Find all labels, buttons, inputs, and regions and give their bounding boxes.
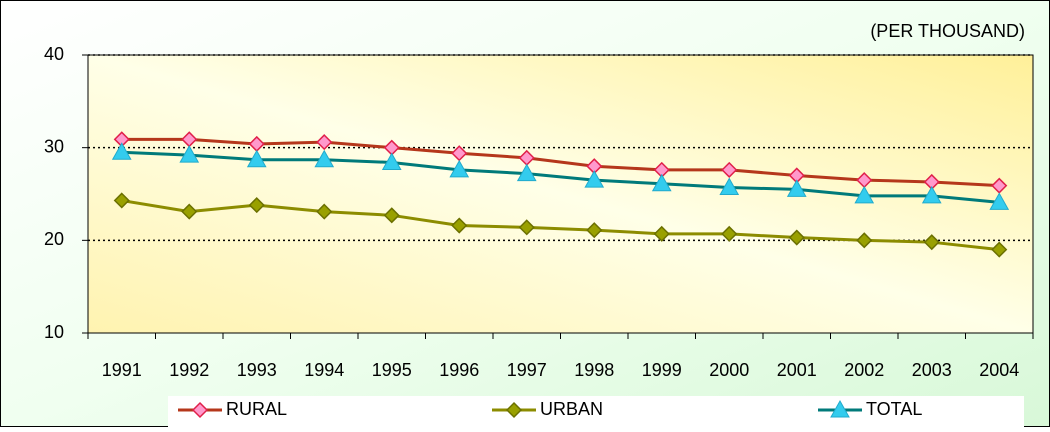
legend-box (168, 396, 1024, 427)
data-point (921, 185, 942, 204)
data-point (586, 222, 603, 239)
plot-area (87, 54, 1034, 334)
y-tick-label: 20 (44, 229, 64, 249)
x-tick-label: 1994 (304, 360, 344, 380)
data-point (721, 161, 738, 178)
data-point (518, 219, 535, 236)
data-point (179, 145, 200, 163)
data-point (246, 149, 267, 168)
data-point (584, 170, 605, 188)
series-line (121, 137, 1000, 188)
data-point (113, 192, 130, 209)
data-point (923, 234, 940, 251)
data-point (381, 152, 402, 170)
x-tick-label: 2003 (912, 360, 952, 380)
legend-marker (191, 401, 209, 419)
x-tick-label: 1997 (507, 360, 547, 380)
data-point (989, 192, 1010, 210)
y-tick-label: 10 (44, 322, 64, 342)
series-line (121, 150, 1000, 204)
data-point (651, 173, 672, 192)
x-tick-label: 1992 (169, 360, 209, 380)
annotation: (PER THOUSAND) (870, 21, 1025, 41)
x-tick-label: 2000 (709, 360, 749, 380)
x-tick-label: 1991 (102, 360, 142, 380)
data-point (991, 241, 1008, 258)
y-tick-label: 30 (44, 136, 64, 156)
legend-label: TOTAL (866, 399, 922, 419)
data-point (111, 142, 132, 160)
series-line (121, 199, 1000, 252)
data-point (788, 229, 805, 246)
data-point (653, 225, 670, 242)
data-point (721, 225, 738, 242)
legend-marker (830, 399, 850, 418)
data-point (719, 177, 740, 196)
x-tick-label: 1999 (642, 360, 682, 380)
data-point (314, 149, 335, 168)
data-point (383, 207, 400, 224)
legend-label: RURAL (226, 399, 287, 419)
x-tick-label: 1993 (237, 360, 277, 380)
x-tick-label: 1998 (574, 360, 614, 380)
x-tick-label: 2004 (979, 360, 1019, 380)
x-tick-label: 2001 (777, 360, 817, 380)
x-tick-label: 1995 (372, 360, 412, 380)
data-point (248, 197, 265, 214)
legend-label: URBAN (540, 399, 603, 419)
data-point (856, 232, 873, 249)
data-point (449, 159, 470, 178)
data-point (451, 217, 468, 234)
data-point (316, 203, 333, 220)
data-point (786, 179, 807, 197)
data-point (516, 163, 537, 182)
data-point (854, 185, 875, 204)
data-point (181, 203, 198, 220)
x-tick-label: 2002 (844, 360, 884, 380)
data-point (316, 134, 333, 151)
x-tick-label: 1996 (439, 360, 479, 380)
legend-marker (505, 401, 523, 419)
y-tick-label: 40 (44, 44, 64, 64)
